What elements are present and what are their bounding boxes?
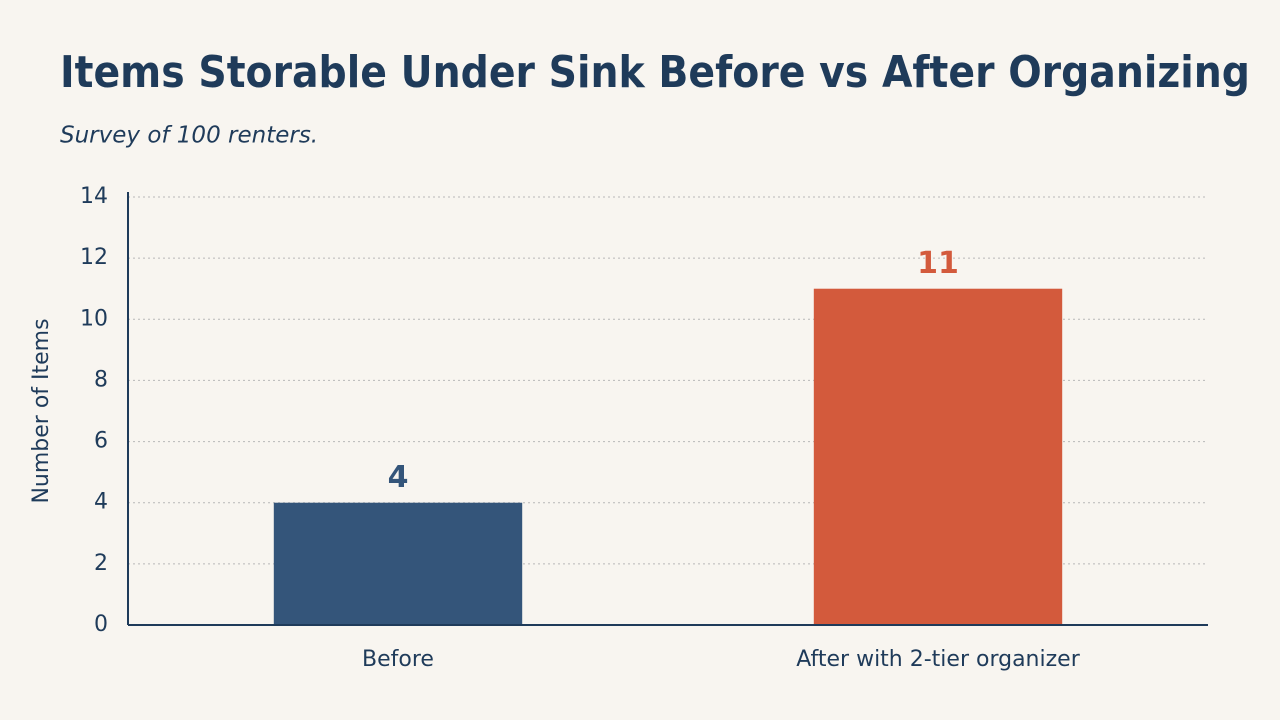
y-tick-label: 6 [94, 429, 108, 454]
y-tick-label: 14 [80, 184, 108, 209]
bar [813, 288, 1063, 625]
x-tick-label: Before [362, 647, 434, 672]
data-label: 4 [388, 460, 409, 495]
y-tick-label: 4 [94, 490, 108, 515]
data-label: 11 [917, 246, 959, 281]
y-tick-label: 10 [80, 306, 108, 331]
chart-title: Items Storable Under Sink Before vs Afte… [60, 47, 1250, 98]
y-tick-label: 8 [94, 367, 108, 392]
bar [273, 502, 523, 625]
x-tick-label: After with 2-tier organizer [796, 647, 1080, 672]
chart-subtitle: Survey of 100 renters. [60, 123, 318, 149]
y-tick-label: 2 [94, 551, 108, 576]
y-tick-label: 0 [94, 612, 108, 637]
y-axis-label: Number of Items [29, 318, 54, 503]
y-tick-label: 12 [80, 245, 108, 270]
